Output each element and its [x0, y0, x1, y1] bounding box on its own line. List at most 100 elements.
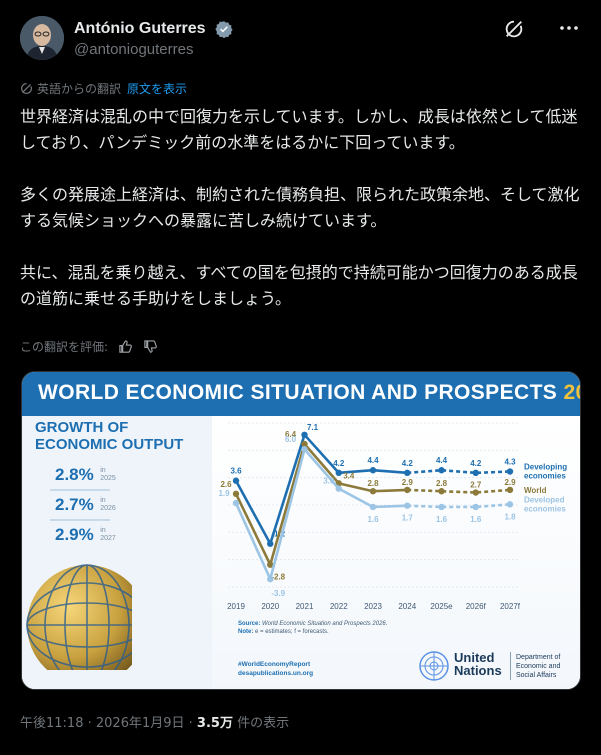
- data-label: 2.9: [402, 478, 414, 487]
- data-point: [404, 502, 411, 509]
- data-point: [232, 499, 240, 507]
- stat-in: in: [100, 497, 106, 504]
- data-label: 1.6: [470, 515, 482, 524]
- stat-2026: 2.7% in 2026: [55, 495, 116, 517]
- x-tick-label: 2024: [398, 602, 416, 611]
- source-text: World Economic Situation and Prospects 2…: [262, 621, 388, 627]
- data-label: 1.9: [218, 489, 230, 498]
- desa-line-2: Economic and: [516, 663, 561, 670]
- tweet-time[interactable]: 午後11:18: [20, 716, 84, 731]
- data-point: [506, 468, 514, 475]
- data-point: [369, 488, 377, 495]
- series-line: [234, 433, 408, 546]
- stat-in: in: [100, 527, 106, 534]
- data-label: 1.8: [504, 512, 516, 521]
- data-label: 2.9: [504, 478, 516, 487]
- data-point: [404, 486, 411, 494]
- more-options-icon[interactable]: [559, 22, 579, 34]
- data-point: [267, 575, 274, 583]
- stat-divider: [50, 489, 110, 491]
- author-name[interactable]: António Guterres: [74, 19, 206, 37]
- x-tick-label: 2019: [227, 602, 245, 611]
- desa-wordmark: Department of Economic and Social Affair…: [516, 653, 560, 680]
- tweet-paragraph-1: 世界経済は混乱の中で回復力を示しています。しかし、成長は依然として低迷しており、…: [20, 107, 578, 152]
- growth-title-line-1: GROWTH OF: [35, 419, 129, 436]
- stat-value: 2.7%: [55, 495, 94, 514]
- show-original-link[interactable]: 原文を表示: [127, 82, 188, 96]
- note-label: Note:: [238, 629, 254, 635]
- data-label: 3.0: [323, 477, 335, 486]
- chart-source: Source: World Economic Situation and Pro…: [238, 620, 387, 636]
- tweet-paragraph-3: 共に、混乱を乗り越え、すべての国を包摂的で持続可能かつ回復力のある成長の道筋に乗…: [20, 263, 578, 308]
- data-point: [369, 467, 377, 474]
- grok-icon[interactable]: [503, 18, 525, 40]
- data-point: [404, 469, 411, 477]
- data-label: 6.0: [285, 435, 297, 444]
- legend-label: World: [524, 486, 547, 495]
- author-handle[interactable]: @antonioguterres: [74, 40, 194, 58]
- card-banner: WORLD ECONOMIC SITUATION AND PROSPECTS 2…: [22, 372, 580, 416]
- stat-year: 2026: [100, 505, 116, 512]
- thumbs-up-icon[interactable]: [118, 339, 133, 354]
- stat-value: 2.9%: [55, 525, 94, 544]
- card-title-year: 2026: [563, 381, 580, 404]
- x-tick-label: 2025e: [430, 602, 453, 611]
- data-label: -2.8: [271, 573, 285, 582]
- view-count: 3.5万: [196, 716, 233, 731]
- growth-title-line-2: ECONOMIC OUTPUT: [35, 436, 184, 453]
- data-point: [232, 490, 240, 498]
- card-title: WORLD ECONOMIC SITUATION AND PROSPECTS 2…: [38, 381, 580, 405]
- thumbs-down-icon[interactable]: [143, 339, 158, 354]
- series-line: [234, 442, 408, 566]
- data-label: 4.2: [470, 459, 482, 468]
- data-label: 2.7: [470, 481, 482, 490]
- data-label: 2.6: [220, 480, 232, 489]
- series-forecast-line: [407, 503, 511, 509]
- data-point: [472, 489, 479, 496]
- data-point: [301, 446, 308, 453]
- stat-year: 2027: [100, 535, 116, 542]
- x-tick-label: 2020: [261, 602, 279, 611]
- data-label: 4.4: [367, 456, 379, 465]
- data-point: [301, 431, 308, 439]
- rate-translation: この翻訳を評価:: [20, 338, 158, 355]
- views-label: 件の表示: [237, 716, 290, 731]
- un-line-2: Nations: [454, 663, 502, 678]
- data-label: 3.6: [230, 467, 242, 476]
- desa-line-1: Department of: [516, 654, 561, 661]
- tweet-paragraph-2: 多くの発展途上経済は、制約された債務負担、限られた政策余地、そして激化する気候シ…: [20, 185, 580, 230]
- stat-value: 2.8%: [55, 465, 94, 484]
- tweet-meta: 午後11:18 · 2026年1月9日 · 3.5万 件の表示: [20, 716, 290, 731]
- data-point: [301, 440, 308, 448]
- x-tick-label: 2027f: [500, 602, 521, 611]
- tweet-header: António Guterres @antonioguterres: [20, 16, 581, 64]
- site-url: desapublications.un.org: [238, 670, 314, 677]
- data-point: [232, 477, 240, 484]
- data-label: 1.6: [367, 515, 379, 524]
- data-label: 2.8: [367, 479, 379, 488]
- avatar[interactable]: [20, 16, 64, 60]
- data-label: 4.4: [436, 456, 448, 465]
- data-point: [438, 503, 445, 511]
- data-point: [506, 486, 514, 494]
- un-line-1: United: [454, 650, 495, 665]
- data-label: 4.2: [402, 459, 414, 468]
- hashtag: #WorldEconomyReport: [238, 661, 311, 668]
- data-point: [438, 488, 445, 495]
- data-label: 4.2: [333, 459, 345, 468]
- stat-2027: 2.9% in 2027: [55, 525, 116, 547]
- tweet-date[interactable]: 2026年1月9日: [95, 716, 185, 731]
- un-emblem-icon: [419, 651, 449, 681]
- tweet-text: 世界経済は混乱の中で回復力を示しています。しかし、成長は依然として低迷しており、…: [20, 104, 585, 312]
- card-tags: #WorldEconomyReport desapublications.un.…: [238, 660, 313, 678]
- data-point: [335, 485, 342, 492]
- globe-icon: [26, 564, 132, 670]
- data-point: [506, 501, 514, 508]
- growth-line-chart: 2019 2020 2021 2022 2023 2024 2025e 2026f 2027f 3…: [218, 422, 567, 611]
- verified-badge-icon: [215, 20, 233, 38]
- data-point: [369, 503, 377, 511]
- data-point: [267, 540, 274, 547]
- legend-label: Developing economies: [524, 463, 567, 481]
- translation-note: 英語からの翻訳: [37, 82, 122, 96]
- translation-notice: 英語からの翻訳 原文を表示: [20, 80, 187, 97]
